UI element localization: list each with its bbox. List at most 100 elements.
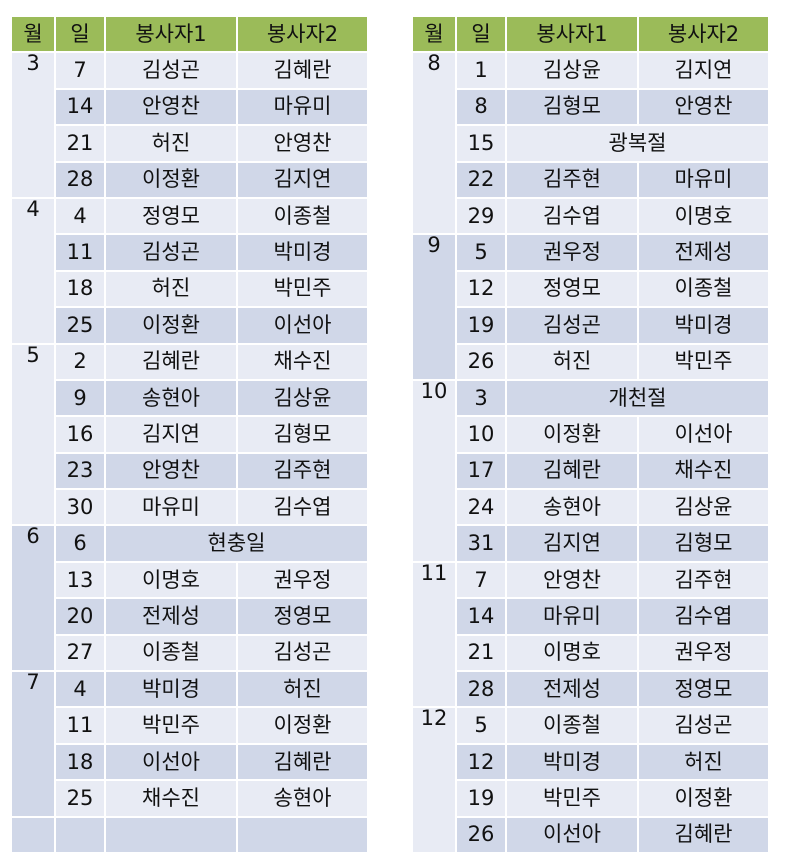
day-cell: 6 bbox=[54, 525, 106, 562]
header-day: 일 bbox=[54, 17, 106, 54]
schedule-table-right: 월 일 봉사자1 봉사자2 8 1 김상윤 김지연 8 김형모 안영찬 15 광복절 22 김주현 마… bbox=[411, 17, 770, 854]
header-volunteer1: 봉사자1 bbox=[505, 17, 639, 54]
day-cell: 8 bbox=[455, 88, 507, 126]
schedule-row: 13 이명호 권우정 bbox=[11, 561, 369, 599]
schedule-row: 9 5 권우정 전제성 bbox=[411, 234, 770, 380]
volunteer1-cell: 허진 bbox=[104, 270, 238, 308]
schedule-row: 11 김성곤 박미경 bbox=[11, 234, 369, 271]
day-cell: 12 bbox=[455, 743, 507, 781]
schedule-row: 29 김수엽 이명호 bbox=[412, 197, 770, 235]
day-cell: 31 bbox=[455, 525, 507, 562]
schedule-row: 25 이정환 이선아 bbox=[11, 307, 369, 344]
volunteer1-cell: 김혜란 bbox=[104, 343, 238, 380]
empty-cell bbox=[54, 816, 106, 853]
day-cell: 7 bbox=[455, 561, 507, 599]
schedule-row: 18 이선아 김혜란 bbox=[11, 743, 369, 781]
day-cell: 27 bbox=[54, 634, 106, 672]
volunteer2-cell: 김수엽 bbox=[236, 489, 369, 526]
month-cell: 8 bbox=[411, 52, 457, 235]
day-cell: 12 bbox=[455, 270, 507, 308]
empty-cell bbox=[104, 816, 238, 853]
day-cell: 21 bbox=[54, 125, 106, 162]
schedule-row: 15 광복절 bbox=[412, 125, 770, 162]
day-cell: 7 bbox=[54, 52, 106, 89]
header-volunteer2: 봉사자2 bbox=[637, 17, 770, 54]
volunteer2-cell: 채수진 bbox=[236, 343, 369, 380]
day-cell: 30 bbox=[54, 489, 106, 526]
day-cell: 26 bbox=[455, 816, 507, 853]
day-cell: 5 bbox=[455, 707, 507, 744]
month-cell: 9 bbox=[411, 234, 457, 380]
day-cell: 2 bbox=[54, 343, 106, 380]
day-cell: 18 bbox=[54, 270, 106, 308]
header-row: 월 일 봉사자1 봉사자2 bbox=[411, 17, 770, 54]
header-month: 월 bbox=[411, 17, 457, 54]
day-cell: 17 bbox=[455, 452, 507, 490]
schedule-row: 5 2 김혜란 채수진 bbox=[10, 343, 369, 526]
volunteer1-cell: 김주현 bbox=[505, 161, 639, 198]
volunteer2-cell: 김지연 bbox=[236, 161, 369, 198]
volunteer2-cell: 김혜란 bbox=[236, 743, 369, 781]
volunteer1-cell: 전제성 bbox=[104, 598, 238, 635]
schedule-row: 30 마유미 김수엽 bbox=[11, 489, 369, 526]
volunteer1-cell: 김형모 bbox=[505, 88, 639, 126]
day-cell: 1 bbox=[455, 52, 507, 89]
volunteer1-cell: 허진 bbox=[104, 125, 238, 162]
empty-row bbox=[10, 816, 369, 853]
volunteer1-cell: 김수엽 bbox=[505, 197, 639, 235]
schedule-table-left: 월 일 봉사자1 봉사자2 3 7 김성곤 김혜란 14 안영찬 마유미 21 허진 안영찬 28 이… bbox=[10, 17, 369, 854]
schedule-row: 19 박민주 이정환 bbox=[412, 780, 770, 817]
month-cell: 3 bbox=[10, 52, 56, 198]
volunteer1-cell: 마유미 bbox=[104, 489, 238, 526]
volunteer1-cell: 김지연 bbox=[104, 416, 238, 453]
volunteer1-cell: 김성곤 bbox=[104, 234, 238, 271]
schedule-row: 12 박미경 허진 bbox=[412, 743, 770, 781]
header-volunteer1: 봉사자1 bbox=[104, 17, 238, 54]
day-cell: 16 bbox=[54, 416, 106, 453]
day-cell: 24 bbox=[455, 489, 507, 526]
volunteer2-cell: 마유미 bbox=[236, 88, 369, 126]
day-cell: 4 bbox=[54, 197, 106, 235]
schedule-row: 26 이선아 김혜란 bbox=[412, 816, 770, 853]
volunteer2-cell: 박미경 bbox=[236, 234, 369, 271]
day-cell: 4 bbox=[54, 671, 106, 708]
schedule-row: 21 허진 안영찬 bbox=[11, 125, 369, 162]
schedule-row: 20 전제성 정영모 bbox=[11, 598, 369, 635]
day-cell: 9 bbox=[54, 379, 106, 417]
schedule-row: 28 이정환 김지연 bbox=[11, 161, 369, 198]
schedule-row: 9 송현아 김상윤 bbox=[11, 379, 369, 417]
schedule-row: 10 이정환 이선아 bbox=[412, 416, 770, 453]
volunteer1-cell: 권우정 bbox=[505, 234, 639, 271]
volunteer2-cell: 이종철 bbox=[236, 197, 369, 235]
volunteer1-cell: 박민주 bbox=[104, 707, 238, 744]
volunteer2-cell: 이선아 bbox=[637, 416, 770, 453]
schedule-row: 24 송현아 김상윤 bbox=[412, 489, 770, 526]
day-cell: 10 bbox=[455, 416, 507, 453]
volunteer2-cell: 이명호 bbox=[637, 197, 770, 235]
day-cell: 11 bbox=[54, 707, 106, 744]
volunteer1-cell: 전제성 bbox=[505, 671, 639, 708]
volunteer2-cell: 이정환 bbox=[637, 780, 770, 817]
day-cell: 18 bbox=[54, 743, 106, 781]
day-cell: 15 bbox=[455, 125, 507, 162]
schedule-row: 12 5 이종철 김성곤 bbox=[411, 707, 770, 853]
day-cell: 25 bbox=[54, 780, 106, 817]
header-month: 월 bbox=[10, 17, 56, 54]
volunteer2-cell: 정영모 bbox=[236, 598, 369, 635]
volunteer1-cell: 마유미 bbox=[505, 598, 639, 635]
schedule-row: 31 김지연 김형모 bbox=[412, 525, 770, 562]
volunteer1-cell: 정영모 bbox=[505, 270, 639, 308]
volunteer1-cell: 김성곤 bbox=[104, 52, 238, 89]
volunteer1-cell: 박미경 bbox=[505, 743, 639, 781]
volunteer2-cell: 김혜란 bbox=[236, 52, 369, 89]
volunteer2-cell: 송현아 bbox=[236, 780, 369, 817]
volunteer1-cell: 박미경 bbox=[104, 671, 238, 708]
volunteer2-cell: 안영찬 bbox=[236, 125, 369, 162]
schedule-row: 22 김주현 마유미 bbox=[412, 161, 770, 198]
schedule-row: 7 4 박미경 허진 bbox=[10, 671, 369, 817]
schedule-row: 23 안영찬 김주현 bbox=[11, 452, 369, 490]
volunteer1-cell: 이정환 bbox=[104, 307, 238, 344]
day-cell: 29 bbox=[455, 197, 507, 235]
volunteer1-cell: 이종철 bbox=[104, 634, 238, 672]
volunteer1-cell: 송현아 bbox=[104, 379, 238, 417]
